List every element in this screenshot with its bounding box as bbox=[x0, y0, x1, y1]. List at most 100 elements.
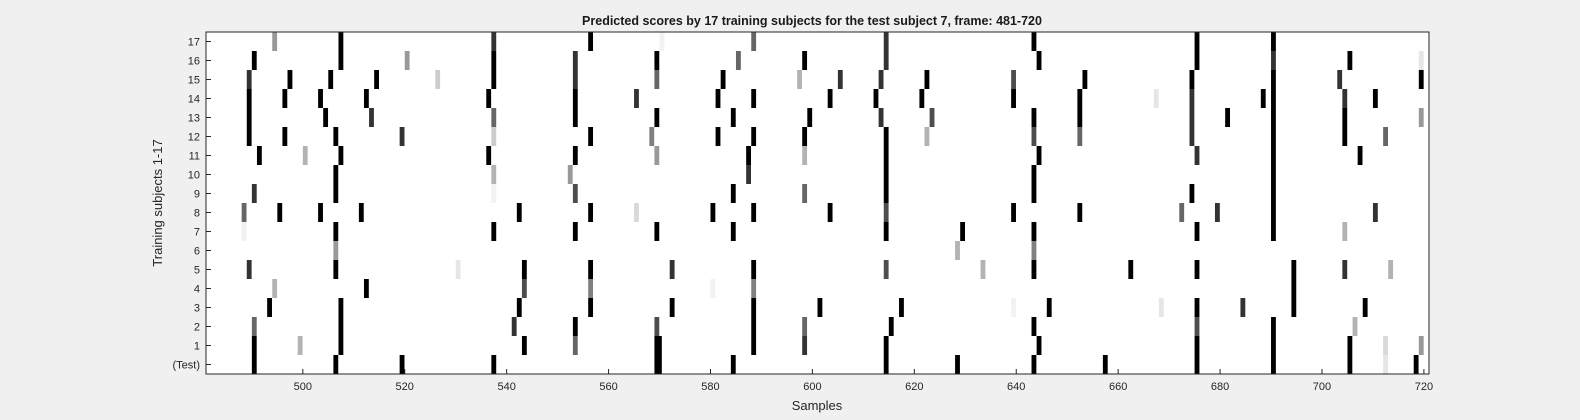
heatmap-cell bbox=[1418, 108, 1424, 127]
heatmap-cell bbox=[1194, 298, 1200, 317]
heatmap-cell bbox=[318, 89, 323, 108]
heatmap-cell bbox=[929, 108, 935, 127]
heatmap-cell bbox=[883, 222, 889, 241]
heatmap-cell bbox=[654, 146, 660, 165]
y-tick-label: 1 bbox=[194, 341, 200, 353]
heatmap-cell bbox=[521, 279, 527, 298]
x-tick-label: 600 bbox=[803, 381, 821, 393]
heatmap-cell bbox=[1418, 70, 1424, 89]
heatmap-cell bbox=[256, 146, 262, 165]
heatmap-cell bbox=[1342, 89, 1348, 108]
heatmap-cell bbox=[363, 89, 369, 108]
heatmap-cell bbox=[333, 260, 339, 279]
x-tick-label: 720 bbox=[1415, 381, 1433, 393]
y-tick-label: 17 bbox=[188, 37, 200, 49]
heatmap-cell bbox=[251, 336, 257, 355]
heatmap-cell bbox=[1347, 336, 1353, 355]
heatmap-cell bbox=[516, 298, 522, 317]
heatmap-cell bbox=[654, 108, 660, 127]
heatmap-cell bbox=[883, 184, 889, 203]
heatmap-cell bbox=[399, 127, 405, 146]
heatmap-cell bbox=[807, 108, 813, 127]
x-tick-label: 620 bbox=[905, 381, 923, 393]
heatmap-cell bbox=[333, 355, 339, 374]
heatmap-cell bbox=[486, 146, 492, 165]
heatmap-cell bbox=[588, 203, 594, 222]
heatmap-cell bbox=[241, 203, 247, 222]
heatmap-cell bbox=[1031, 32, 1037, 51]
heatmap-cell bbox=[1077, 203, 1083, 222]
plot-frame bbox=[205, 31, 1430, 375]
heatmap-cell bbox=[404, 51, 410, 70]
heatmap-cell bbox=[588, 279, 594, 298]
heatmap-cell bbox=[720, 70, 726, 89]
x-tick-label: 700 bbox=[1313, 381, 1331, 393]
heatmap-cell bbox=[435, 70, 441, 89]
heatmap-cell bbox=[878, 70, 884, 89]
heatmap-cell bbox=[1194, 51, 1200, 70]
heatmap-cell bbox=[1383, 355, 1388, 374]
heatmap-cell bbox=[883, 203, 889, 222]
heatmap-cell bbox=[1271, 355, 1276, 374]
heatmap-cell bbox=[878, 108, 884, 127]
chart-title: Predicted scores by 17 training subjects… bbox=[582, 14, 1042, 28]
heatmap-cell bbox=[1011, 298, 1016, 317]
heatmap-cell bbox=[287, 70, 293, 89]
heatmap-cell bbox=[802, 51, 808, 70]
heatmap-cell bbox=[710, 203, 716, 222]
heatmap-cell bbox=[802, 336, 808, 355]
heatmap-cell bbox=[1271, 336, 1276, 355]
heatmap-cell bbox=[883, 146, 889, 165]
heatmap-cell bbox=[1383, 336, 1388, 355]
heatmap-cell bbox=[751, 336, 757, 355]
heatmap-cell bbox=[837, 70, 843, 89]
heatmap-cell bbox=[1337, 70, 1343, 89]
heatmap-cell bbox=[1352, 317, 1358, 336]
heatmap-cell bbox=[297, 336, 303, 355]
heatmap-cell bbox=[1342, 127, 1348, 146]
heatmap-cell bbox=[1271, 89, 1276, 108]
heatmap-cell bbox=[1362, 298, 1368, 317]
heatmap-cell bbox=[486, 89, 492, 108]
heatmap-cell bbox=[251, 51, 257, 70]
heatmap-cell bbox=[654, 355, 660, 374]
heatmap-cell bbox=[1179, 203, 1185, 222]
heatmap-cell bbox=[1271, 165, 1276, 184]
heatmap-cell bbox=[1082, 70, 1088, 89]
heatmap-cell bbox=[1271, 108, 1276, 127]
y-tick-label: 9 bbox=[194, 189, 200, 201]
heatmap-cell bbox=[282, 127, 288, 146]
heatmap-cell bbox=[654, 51, 660, 70]
heatmap-cell bbox=[1271, 146, 1276, 165]
heatmap-cell bbox=[1260, 89, 1266, 108]
heatmap-cell bbox=[1046, 298, 1052, 317]
heatmap-cell bbox=[1153, 89, 1159, 108]
heatmap-cell bbox=[1291, 298, 1297, 317]
heatmap-cell bbox=[1189, 127, 1195, 146]
y-tick-label: 3 bbox=[194, 303, 200, 315]
heatmap-cell bbox=[715, 127, 721, 146]
heatmap-cell bbox=[338, 32, 344, 51]
heatmap-cell bbox=[572, 184, 578, 203]
y-tick-label: 8 bbox=[194, 208, 200, 220]
heatmap-cell bbox=[1031, 184, 1037, 203]
heatmap-cell bbox=[751, 298, 757, 317]
heatmap-cell bbox=[1031, 108, 1037, 127]
heatmap-cell bbox=[282, 89, 288, 108]
heatmap-cell bbox=[654, 336, 660, 355]
heatmap-cell bbox=[1194, 146, 1200, 165]
heatmap-cell bbox=[491, 70, 497, 89]
heatmap-cell bbox=[654, 222, 660, 241]
heatmap-cell bbox=[567, 165, 573, 184]
heatmap-cell bbox=[751, 89, 757, 108]
heatmap-cell bbox=[1388, 260, 1394, 279]
heatmap-cell bbox=[588, 127, 594, 146]
heatmap-cell bbox=[572, 70, 578, 89]
heatmap-cell bbox=[1271, 203, 1276, 222]
heatmap-cell bbox=[521, 336, 527, 355]
heatmap-cell bbox=[491, 127, 497, 146]
heatmap-cell bbox=[358, 203, 364, 222]
heatmap-cell bbox=[751, 127, 757, 146]
heatmap-cell bbox=[883, 165, 889, 184]
heatmap-cell bbox=[751, 260, 757, 279]
